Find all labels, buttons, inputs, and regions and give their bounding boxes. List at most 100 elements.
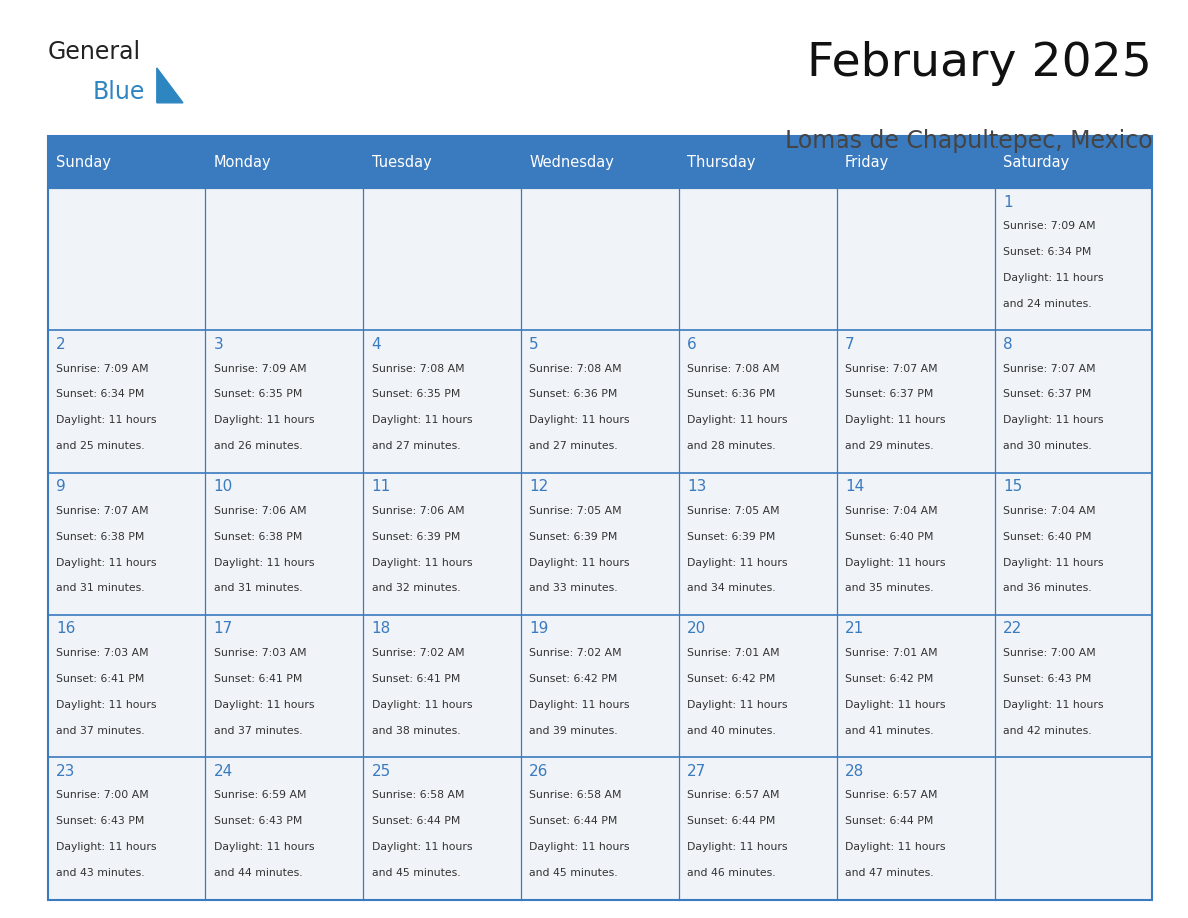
Bar xyxy=(522,473,678,615)
Text: Daylight: 11 hours: Daylight: 11 hours xyxy=(1003,700,1104,710)
Text: and 46 minutes.: and 46 minutes. xyxy=(687,868,776,878)
Text: Tuesday: Tuesday xyxy=(372,154,431,170)
Text: Sunrise: 6:59 AM: Sunrise: 6:59 AM xyxy=(214,790,307,800)
Text: and 37 minutes.: and 37 minutes. xyxy=(56,726,145,735)
Text: and 29 minutes.: and 29 minutes. xyxy=(845,442,934,451)
Text: Sunday: Sunday xyxy=(56,154,110,170)
Text: 23: 23 xyxy=(56,764,75,778)
Text: Sunrise: 6:57 AM: Sunrise: 6:57 AM xyxy=(687,790,779,800)
Text: Sunset: 6:38 PM: Sunset: 6:38 PM xyxy=(214,532,302,542)
Text: Daylight: 11 hours: Daylight: 11 hours xyxy=(530,557,630,567)
Bar xyxy=(364,757,522,900)
Text: Sunrise: 7:03 AM: Sunrise: 7:03 AM xyxy=(56,648,148,658)
Text: Lomas de Chapultepec, Mexico: Lomas de Chapultepec, Mexico xyxy=(785,129,1152,152)
Text: and 27 minutes.: and 27 minutes. xyxy=(372,442,460,451)
Text: Sunset: 6:43 PM: Sunset: 6:43 PM xyxy=(56,816,144,826)
Text: 25: 25 xyxy=(372,764,391,778)
Text: 28: 28 xyxy=(845,764,864,778)
Text: Sunset: 6:34 PM: Sunset: 6:34 PM xyxy=(1003,247,1092,257)
Text: 17: 17 xyxy=(214,621,233,636)
Bar xyxy=(364,188,522,330)
Text: Sunrise: 7:07 AM: Sunrise: 7:07 AM xyxy=(1003,364,1095,374)
Text: Daylight: 11 hours: Daylight: 11 hours xyxy=(214,842,314,852)
Bar xyxy=(522,188,678,330)
Text: 7: 7 xyxy=(845,337,854,352)
Bar xyxy=(522,330,678,473)
Text: Sunset: 6:43 PM: Sunset: 6:43 PM xyxy=(1003,674,1092,684)
Text: Sunset: 6:37 PM: Sunset: 6:37 PM xyxy=(1003,389,1092,399)
Text: General: General xyxy=(48,40,140,64)
Text: and 45 minutes.: and 45 minutes. xyxy=(372,868,460,878)
Bar xyxy=(364,330,522,473)
Text: Sunset: 6:40 PM: Sunset: 6:40 PM xyxy=(1003,532,1092,542)
Text: Sunset: 6:42 PM: Sunset: 6:42 PM xyxy=(687,674,776,684)
Text: and 31 minutes.: and 31 minutes. xyxy=(214,584,302,593)
Text: Monday: Monday xyxy=(214,154,271,170)
Text: Daylight: 11 hours: Daylight: 11 hours xyxy=(56,557,157,567)
Text: and 38 minutes.: and 38 minutes. xyxy=(372,726,460,735)
Text: Sunset: 6:37 PM: Sunset: 6:37 PM xyxy=(845,389,934,399)
Text: 19: 19 xyxy=(530,621,549,636)
Bar xyxy=(206,473,364,615)
Text: Sunset: 6:42 PM: Sunset: 6:42 PM xyxy=(845,674,934,684)
Text: 10: 10 xyxy=(214,479,233,494)
Text: Daylight: 11 hours: Daylight: 11 hours xyxy=(1003,415,1104,425)
Text: and 30 minutes.: and 30 minutes. xyxy=(1003,442,1092,451)
Text: February 2025: February 2025 xyxy=(808,41,1152,86)
Text: and 41 minutes.: and 41 minutes. xyxy=(845,726,934,735)
Text: and 24 minutes.: and 24 minutes. xyxy=(1003,299,1092,308)
Text: Daylight: 11 hours: Daylight: 11 hours xyxy=(214,700,314,710)
Bar xyxy=(522,757,678,900)
Text: Daylight: 11 hours: Daylight: 11 hours xyxy=(845,700,946,710)
Text: and 33 minutes.: and 33 minutes. xyxy=(530,584,618,593)
Text: 1: 1 xyxy=(1003,195,1012,209)
Text: Sunrise: 7:03 AM: Sunrise: 7:03 AM xyxy=(214,648,307,658)
Bar xyxy=(48,330,206,473)
Text: Daylight: 11 hours: Daylight: 11 hours xyxy=(845,415,946,425)
Text: Sunset: 6:44 PM: Sunset: 6:44 PM xyxy=(372,816,460,826)
Text: Sunset: 6:39 PM: Sunset: 6:39 PM xyxy=(372,532,460,542)
Text: Daylight: 11 hours: Daylight: 11 hours xyxy=(530,842,630,852)
Text: Sunset: 6:44 PM: Sunset: 6:44 PM xyxy=(530,816,618,826)
Text: Daylight: 11 hours: Daylight: 11 hours xyxy=(372,415,472,425)
Text: Sunrise: 7:09 AM: Sunrise: 7:09 AM xyxy=(214,364,307,374)
Polygon shape xyxy=(157,68,183,103)
Text: and 43 minutes.: and 43 minutes. xyxy=(56,868,145,878)
Bar xyxy=(994,615,1152,757)
Text: Daylight: 11 hours: Daylight: 11 hours xyxy=(687,700,788,710)
Text: and 34 minutes.: and 34 minutes. xyxy=(687,584,776,593)
Text: and 35 minutes.: and 35 minutes. xyxy=(845,584,934,593)
Text: Sunrise: 6:58 AM: Sunrise: 6:58 AM xyxy=(530,790,621,800)
Text: Daylight: 11 hours: Daylight: 11 hours xyxy=(687,842,788,852)
Bar xyxy=(206,615,364,757)
Bar xyxy=(678,188,836,330)
Text: 20: 20 xyxy=(687,621,707,636)
Text: and 36 minutes.: and 36 minutes. xyxy=(1003,584,1092,593)
Text: Saturday: Saturday xyxy=(1003,154,1069,170)
Text: Sunset: 6:44 PM: Sunset: 6:44 PM xyxy=(845,816,934,826)
Text: Friday: Friday xyxy=(845,154,890,170)
Text: Sunrise: 7:07 AM: Sunrise: 7:07 AM xyxy=(845,364,937,374)
Text: Sunrise: 7:00 AM: Sunrise: 7:00 AM xyxy=(1003,648,1095,658)
Text: Sunrise: 7:09 AM: Sunrise: 7:09 AM xyxy=(56,364,148,374)
Text: 12: 12 xyxy=(530,479,549,494)
Text: Sunrise: 6:57 AM: Sunrise: 6:57 AM xyxy=(845,790,937,800)
Bar xyxy=(836,615,994,757)
Text: Sunset: 6:43 PM: Sunset: 6:43 PM xyxy=(214,816,302,826)
Text: 11: 11 xyxy=(372,479,391,494)
Bar xyxy=(994,473,1152,615)
Text: Sunrise: 7:06 AM: Sunrise: 7:06 AM xyxy=(372,506,465,516)
Bar xyxy=(206,330,364,473)
Text: Daylight: 11 hours: Daylight: 11 hours xyxy=(530,700,630,710)
Bar xyxy=(836,188,994,330)
Text: Daylight: 11 hours: Daylight: 11 hours xyxy=(56,415,157,425)
Text: 3: 3 xyxy=(214,337,223,352)
Text: Sunset: 6:42 PM: Sunset: 6:42 PM xyxy=(530,674,618,684)
Bar xyxy=(522,615,678,757)
Text: Daylight: 11 hours: Daylight: 11 hours xyxy=(372,557,472,567)
Text: Sunset: 6:40 PM: Sunset: 6:40 PM xyxy=(845,532,934,542)
Text: Sunrise: 7:05 AM: Sunrise: 7:05 AM xyxy=(687,506,779,516)
Text: and 40 minutes.: and 40 minutes. xyxy=(687,726,776,735)
Text: 2: 2 xyxy=(56,337,65,352)
Text: Sunset: 6:38 PM: Sunset: 6:38 PM xyxy=(56,532,144,542)
